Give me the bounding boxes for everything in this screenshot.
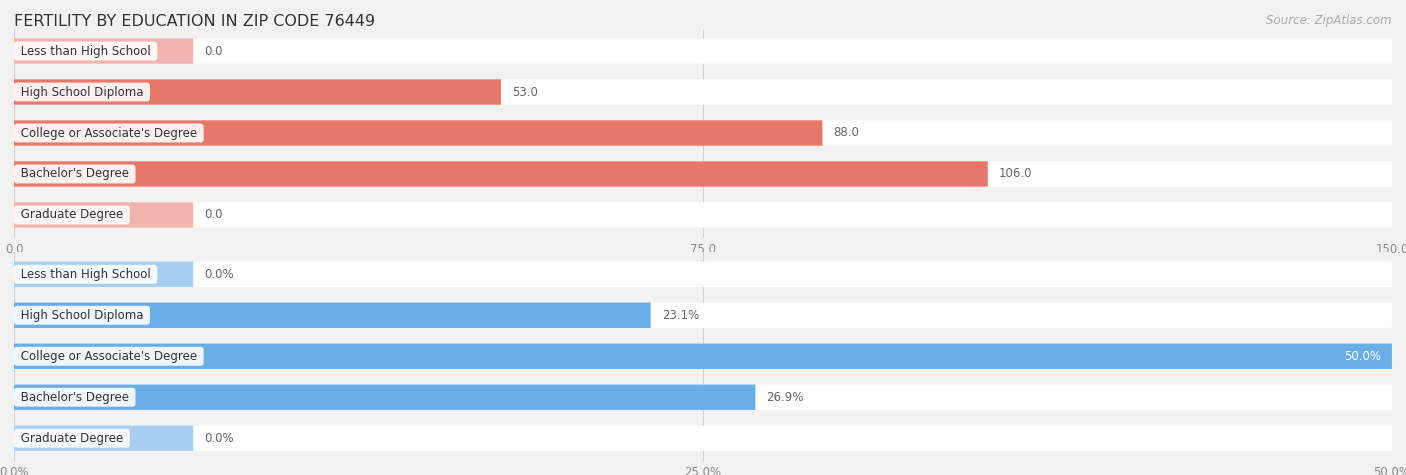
Text: 0.0%: 0.0% [204, 268, 233, 281]
Text: 50.0%: 50.0% [1344, 350, 1381, 363]
Bar [14, 303, 1392, 328]
Text: Less than High School: Less than High School [17, 268, 155, 281]
Bar [14, 385, 1392, 410]
Bar [14, 262, 193, 287]
Bar [14, 262, 1392, 287]
Text: 0.0%: 0.0% [204, 432, 233, 445]
Text: High School Diploma: High School Diploma [17, 309, 148, 322]
Bar [14, 343, 1392, 369]
Text: Graduate Degree: Graduate Degree [17, 432, 127, 445]
Bar [14, 202, 193, 228]
Text: 23.1%: 23.1% [662, 309, 699, 322]
Text: 88.0: 88.0 [834, 126, 859, 140]
Bar [14, 38, 1392, 64]
Text: High School Diploma: High School Diploma [17, 86, 148, 98]
Bar [14, 202, 1392, 228]
Bar [14, 303, 651, 328]
Bar [14, 162, 1392, 187]
Text: Graduate Degree: Graduate Degree [17, 209, 127, 221]
Text: Source: ZipAtlas.com: Source: ZipAtlas.com [1267, 14, 1392, 27]
Bar [14, 38, 193, 64]
Bar [14, 426, 1392, 451]
Bar [14, 79, 501, 104]
Bar [14, 343, 1392, 369]
Bar [14, 120, 823, 146]
Bar [14, 79, 1392, 104]
Text: College or Associate's Degree: College or Associate's Degree [17, 126, 201, 140]
Bar [14, 426, 193, 451]
Text: Bachelor's Degree: Bachelor's Degree [17, 168, 132, 180]
Text: 26.9%: 26.9% [766, 391, 804, 404]
Bar [14, 385, 755, 410]
Text: 106.0: 106.0 [998, 168, 1032, 180]
Text: Less than High School: Less than High School [17, 45, 155, 57]
Text: FERTILITY BY EDUCATION IN ZIP CODE 76449: FERTILITY BY EDUCATION IN ZIP CODE 76449 [14, 14, 375, 29]
Bar [14, 120, 1392, 146]
Text: 53.0: 53.0 [512, 86, 538, 98]
Text: College or Associate's Degree: College or Associate's Degree [17, 350, 201, 363]
Text: Bachelor's Degree: Bachelor's Degree [17, 391, 132, 404]
Text: 0.0: 0.0 [204, 45, 222, 57]
Text: 0.0: 0.0 [204, 209, 222, 221]
Bar [14, 162, 988, 187]
